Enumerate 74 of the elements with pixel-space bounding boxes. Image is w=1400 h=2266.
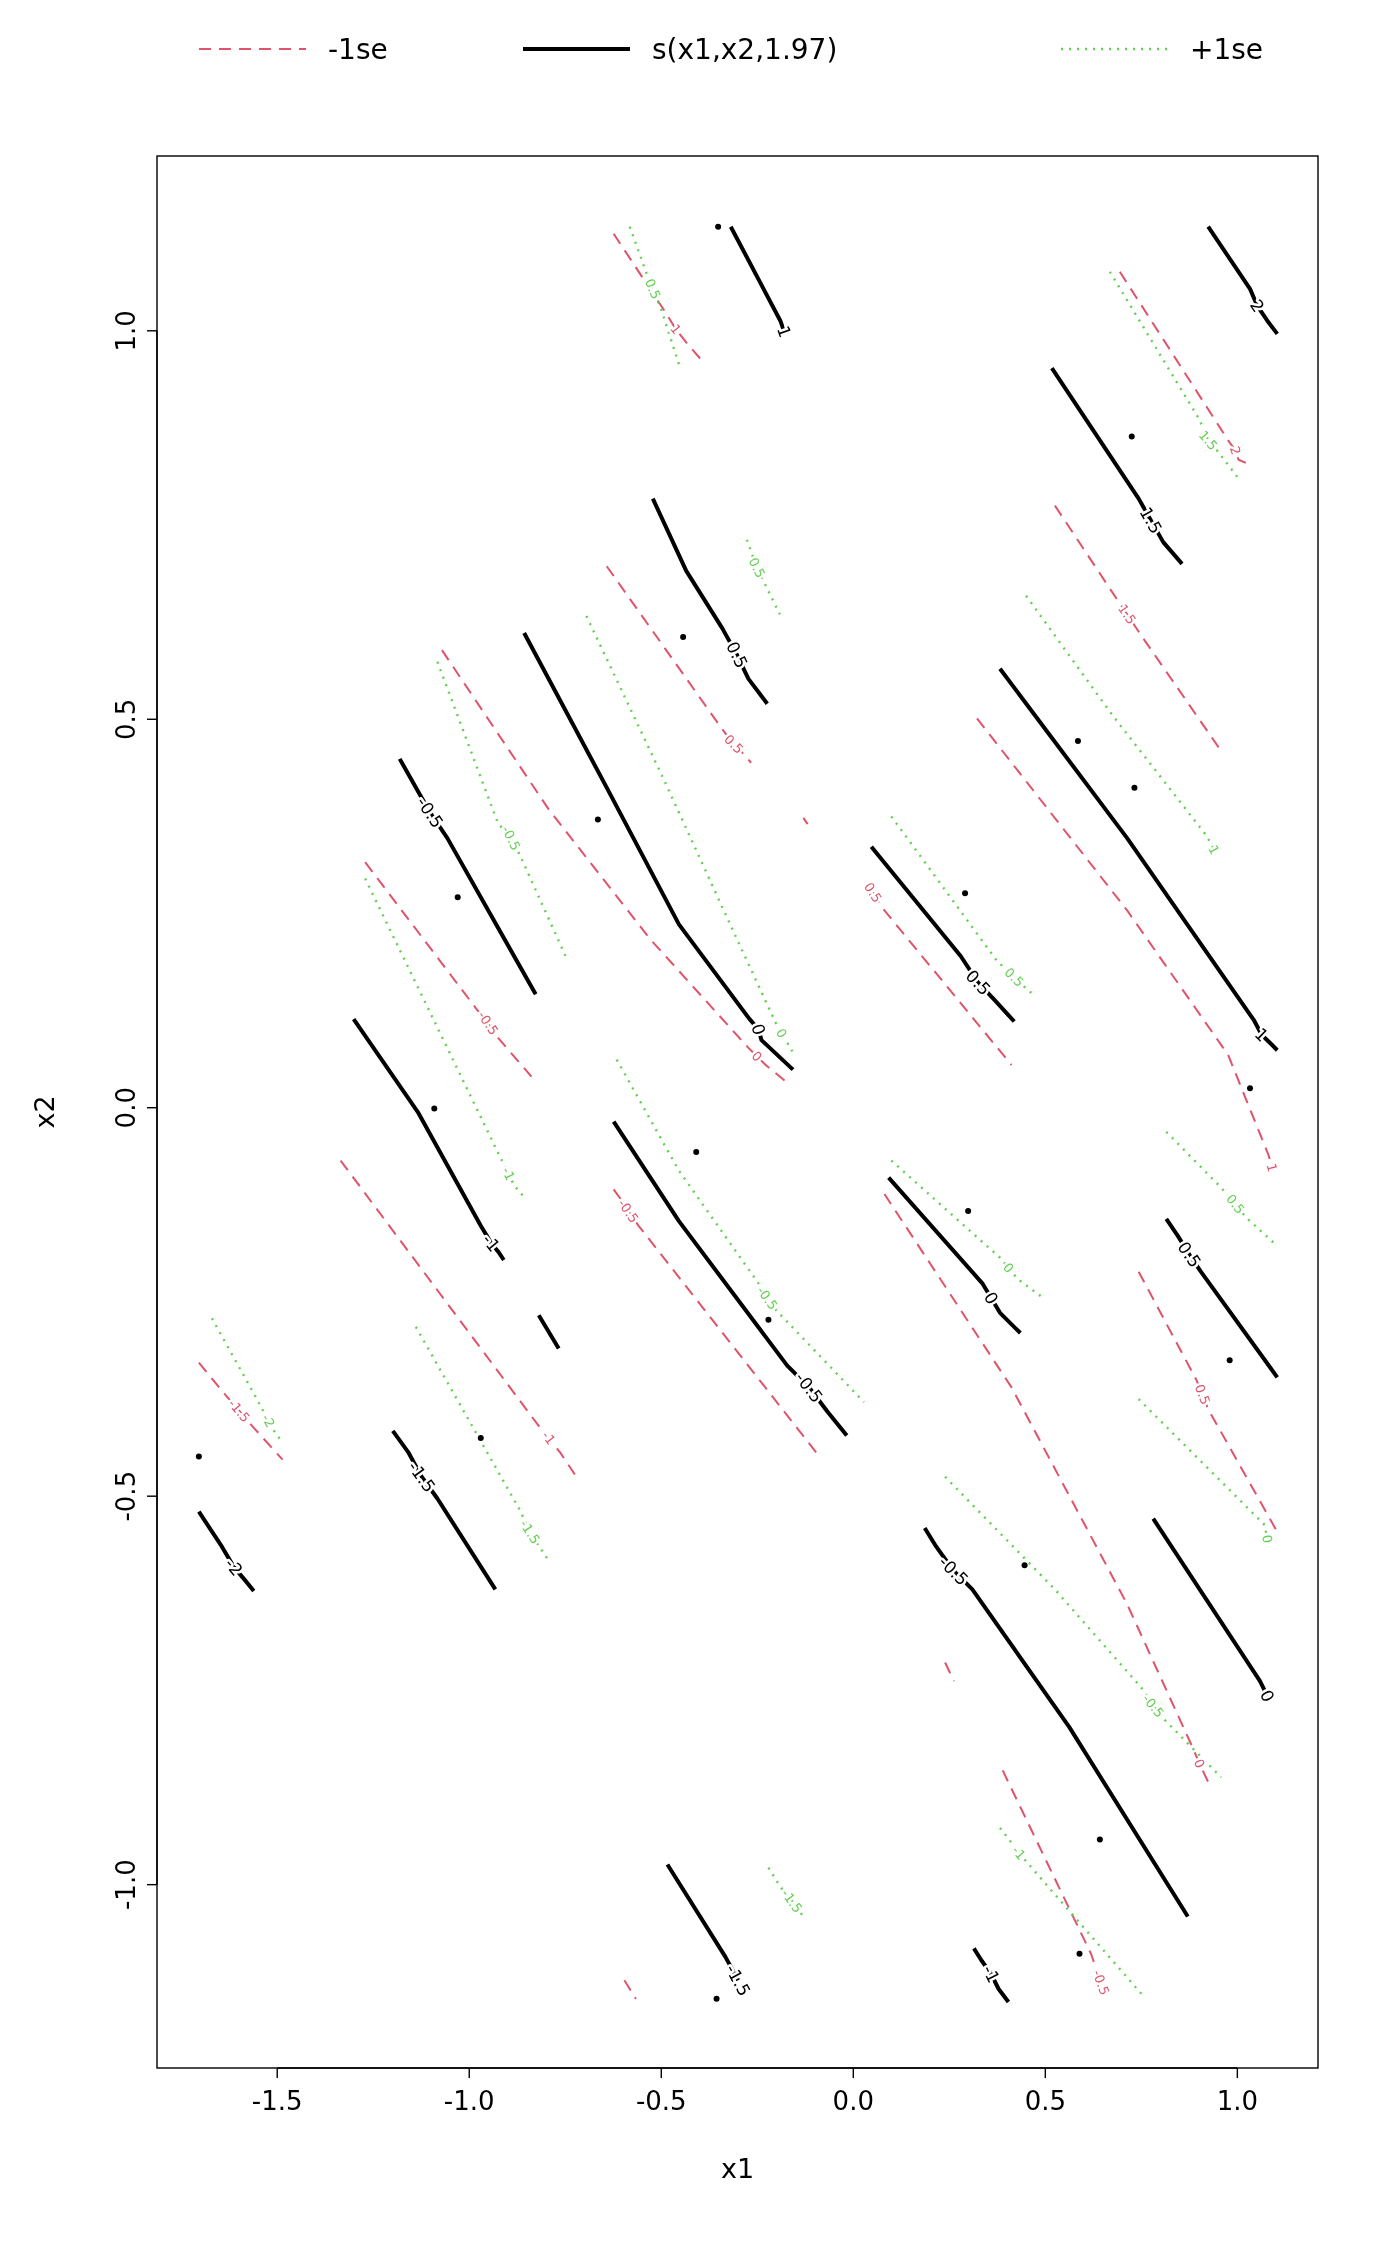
annotation: 0 (1255, 1686, 1279, 1706)
x-tick-label: -0.5 (635, 2086, 687, 2116)
annotation: -1.5 (225, 1396, 254, 1426)
annotation: 0.5 (1191, 1382, 1214, 1407)
x-tick-label: 0.0 (832, 2086, 874, 2116)
annotation: 0.5 (860, 879, 885, 906)
annotation: -1.5 (778, 1886, 806, 1916)
annotation: 1 (1250, 1023, 1273, 1046)
annotation: 1 (667, 321, 685, 338)
point (765, 1316, 772, 1323)
point (1021, 1562, 1028, 1569)
annotation: -2 (258, 1411, 279, 1431)
y-tick-label: 0.5 (111, 698, 141, 740)
annotation: -1 (498, 1164, 518, 1183)
point (477, 1434, 484, 1441)
annotation: -1 (1008, 1843, 1029, 1863)
annotation: 0.5 (1223, 1191, 1248, 1217)
point (965, 1208, 972, 1215)
annotation: 0.5 (1001, 964, 1027, 990)
y-tick-label: 0.0 (111, 1087, 141, 1129)
legend-label: s(x1,x2,1.97) (652, 32, 838, 66)
x-tick-label: -1.0 (443, 2086, 495, 2116)
point (195, 1453, 202, 1460)
annotation: -1 (538, 1428, 559, 1448)
annotation: 2 (1246, 295, 1269, 316)
annotation: 1.5 (1115, 601, 1140, 628)
annotation: -0.5 (498, 823, 524, 853)
y-axis-title: x2 (29, 1095, 60, 1129)
point (962, 890, 969, 897)
point (594, 816, 601, 823)
annotation: 1 (772, 323, 796, 340)
annotation: -0.5 (1089, 1968, 1113, 1997)
point (693, 1149, 700, 1156)
y-tick-label: -1.0 (111, 1859, 141, 1911)
point (1128, 433, 1135, 440)
annotation: -0.5 (474, 1008, 502, 1038)
legend-label: -1se (328, 32, 388, 66)
annotation: 0.5 (721, 731, 747, 757)
y-tick-label: 1.0 (111, 310, 141, 352)
annotation: 0.5 (641, 276, 664, 302)
annotation: 1.5 (1195, 427, 1221, 454)
point (713, 1995, 720, 2002)
point (1131, 784, 1138, 791)
point (1076, 1950, 1083, 1957)
annotation: 1 (1263, 1161, 1281, 1174)
point (680, 633, 687, 640)
x-tick-label: 0.5 (1024, 2086, 1066, 2116)
annotation: 0 (1190, 1756, 1208, 1771)
point (1074, 738, 1081, 745)
y-tick-label: -0.5 (111, 1470, 141, 1522)
annotation: 0 (1259, 1533, 1276, 1545)
point (454, 894, 461, 901)
x-tick-label: -1.5 (251, 2086, 303, 2116)
annotation: 0.5 (745, 555, 769, 581)
annotation: 0 (999, 1259, 1017, 1276)
point (1247, 1085, 1254, 1092)
point (715, 223, 722, 230)
x-axis-title: x1 (720, 2153, 755, 2184)
annotation: -0.5 (753, 1283, 781, 1313)
annotation: 2 (1226, 444, 1244, 457)
annotation: -1.5 (403, 1457, 440, 1497)
annotation: -1.5 (516, 1517, 543, 1547)
annotation: -1.5 (721, 1960, 755, 2000)
annotation: -0.5 (614, 1196, 642, 1226)
annotation: -0.5 (1139, 1691, 1168, 1721)
annotation: 0 (772, 1025, 790, 1041)
point (431, 1105, 438, 1112)
point (1226, 1357, 1233, 1364)
annotation: -1 (478, 1230, 505, 1256)
x-tick-label: 1.0 (1216, 2086, 1259, 2116)
legend-label: +1se (1190, 32, 1264, 66)
annotation: 1 (1205, 842, 1223, 857)
point (1096, 1836, 1103, 1843)
annotation: 0 (748, 1048, 766, 1065)
